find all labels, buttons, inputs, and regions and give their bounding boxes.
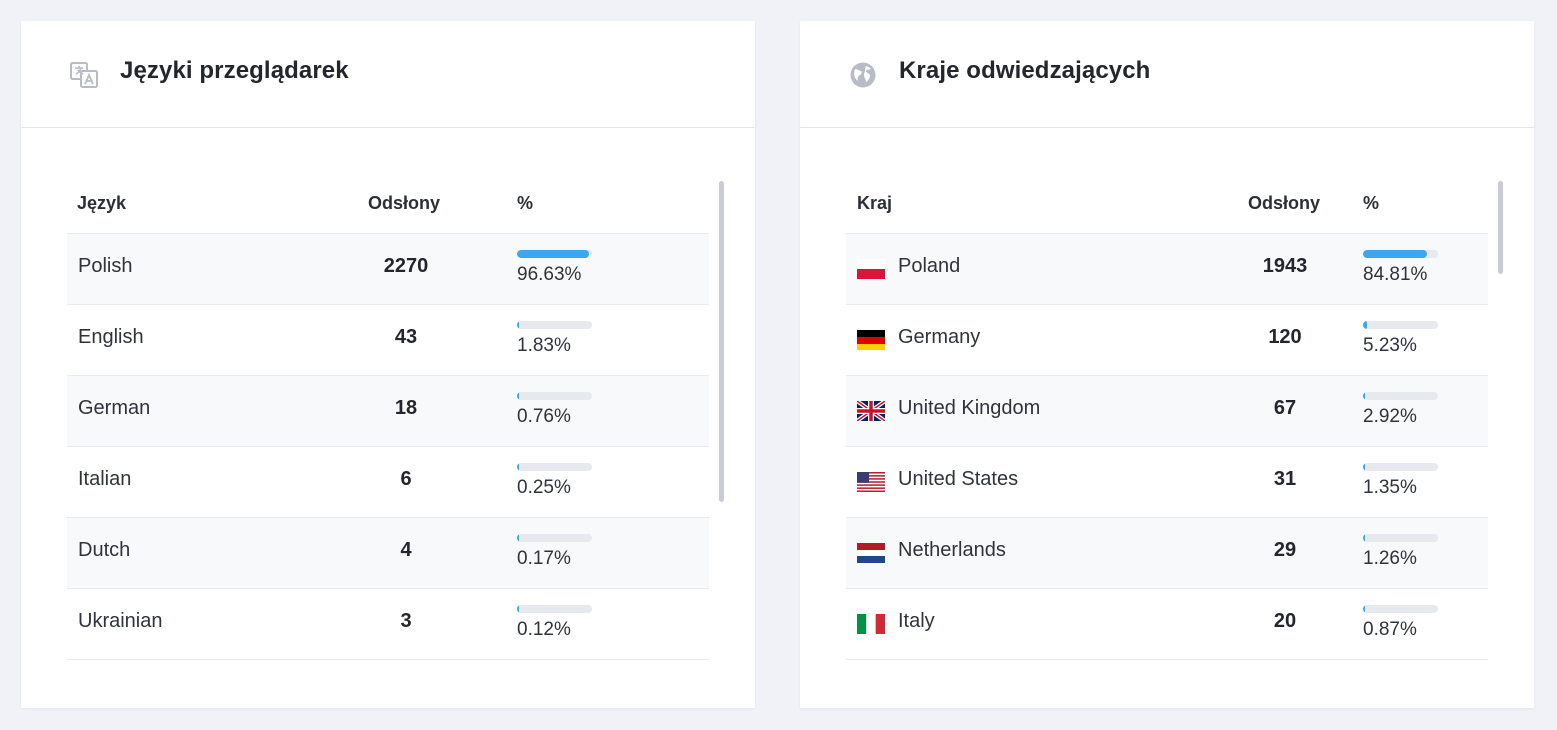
views-count: 43 — [394, 326, 418, 348]
percent-bar-fill — [517, 463, 519, 471]
language-name: Italian — [78, 468, 132, 490]
language-name: Ukrainian — [78, 610, 163, 632]
views-count: 67 — [1273, 397, 1297, 419]
flag-us-icon — [857, 472, 885, 492]
percent-bar — [517, 605, 592, 613]
table-row: Netherlands 29 1.26% — [846, 518, 1488, 589]
percent-value: 5.23% — [1363, 335, 1417, 356]
table-row: United Kingdom 67 2.92% — [846, 376, 1488, 447]
country-name: Italy — [898, 610, 935, 632]
card-title: Języki przeglądarek — [120, 57, 349, 84]
scrollbar[interactable] — [1498, 181, 1503, 274]
percent-bar-fill — [517, 250, 590, 258]
percent-bar — [1363, 534, 1438, 542]
table-row: Italy 20 0.87% — [846, 589, 1488, 660]
table-row: Poland 1943 84.81% — [846, 234, 1488, 305]
percent-value: 84.81% — [1363, 264, 1428, 285]
views-count: 1943 — [1262, 255, 1308, 277]
column-header-language[interactable]: Język — [77, 193, 127, 213]
percent-bar — [1363, 463, 1438, 471]
percent-bar-fill — [1363, 321, 1367, 329]
country-name: United Kingdom — [898, 397, 1041, 419]
column-header-views[interactable]: Odsłony — [368, 193, 441, 213]
views-count: 18 — [394, 397, 418, 419]
percent-bar — [1363, 605, 1438, 613]
country-name: Netherlands — [898, 539, 1006, 561]
percent-bar-fill — [517, 321, 519, 329]
views-count: 2270 — [383, 255, 429, 277]
country-name: Germany — [898, 326, 981, 348]
percent-value: 1.35% — [1363, 477, 1417, 498]
language-name: Dutch — [78, 539, 131, 561]
table-row: Italian 6 0.25% — [67, 447, 709, 518]
percent-value: 1.26% — [1363, 548, 1417, 569]
browser-languages-card: Języki przeglądarek Język Odsłony % Poli… — [21, 21, 755, 708]
language-name: Polish — [78, 255, 133, 277]
column-header-percent[interactable]: % — [517, 193, 534, 213]
percent-bar — [517, 392, 592, 400]
percent-bar — [517, 250, 592, 258]
scrollbar[interactable] — [719, 181, 724, 502]
percent-bar-fill — [1363, 392, 1366, 400]
card-header: Języki przeglądarek — [21, 21, 755, 128]
table-row: Dutch 4 0.17% — [67, 518, 709, 589]
column-header-country[interactable]: Kraj — [857, 193, 893, 213]
table-header: Język Odsłony % — [67, 181, 709, 234]
percent-value: 0.76% — [517, 406, 571, 427]
percent-value: 2.92% — [1363, 406, 1417, 427]
percent-bar-fill — [1363, 534, 1365, 542]
percent-bar-fill — [517, 534, 519, 542]
card-title: Kraje odwiedzających — [899, 57, 1151, 84]
language-name: German — [78, 397, 151, 419]
flag-nl-icon — [857, 543, 885, 563]
country-name: Poland — [898, 255, 961, 277]
column-header-percent[interactable]: % — [1363, 193, 1380, 213]
flag-de-icon — [857, 330, 885, 350]
percent-value: 0.12% — [517, 619, 571, 640]
language-name: English — [78, 326, 144, 348]
percent-bar — [1363, 392, 1438, 400]
languages-table: Język Odsłony % Polish 2270 96.63% English 4… — [67, 181, 709, 660]
table-header: Kraj Odsłony % — [846, 181, 1488, 234]
percent-value: 0.17% — [517, 548, 571, 569]
views-count: 4 — [400, 539, 412, 561]
views-count: 20 — [1273, 610, 1297, 632]
percent-value: 0.87% — [1363, 619, 1417, 640]
percent-bar — [517, 321, 592, 329]
views-count: 29 — [1273, 539, 1297, 561]
table-row: Germany 120 5.23% — [846, 305, 1488, 376]
card-header: Kraje odwiedzających — [800, 21, 1534, 128]
column-header-views[interactable]: Odsłony — [1248, 193, 1321, 213]
table-row: German 18 0.76% — [67, 376, 709, 447]
globe-icon — [850, 62, 876, 88]
percent-bar — [1363, 321, 1438, 329]
views-count: 31 — [1273, 468, 1297, 490]
visitor-countries-card: Kraje odwiedzających Kraj Odsłony % Pola… — [800, 21, 1534, 708]
percent-bar — [517, 534, 592, 542]
views-count: 6 — [400, 468, 412, 490]
table-row: Ukrainian 3 0.12% — [67, 589, 709, 660]
table-row: English 43 1.83% — [67, 305, 709, 376]
percent-bar-fill — [517, 605, 519, 613]
flag-gb-icon — [857, 401, 885, 421]
percent-bar — [517, 463, 592, 471]
views-count: 3 — [400, 610, 412, 632]
countries-table: Kraj Odsłony % Poland 1943 84.81% Germany 12… — [846, 181, 1488, 660]
percent-value: 0.25% — [517, 477, 571, 498]
percent-bar-fill — [1363, 605, 1365, 613]
percent-bar-fill — [517, 392, 519, 400]
flag-pl-icon — [857, 259, 885, 279]
country-name: United States — [898, 468, 1019, 490]
percent-value: 96.63% — [517, 264, 582, 285]
table-row: United States 31 1.35% — [846, 447, 1488, 518]
views-count: 120 — [1268, 326, 1302, 348]
translate-icon — [70, 62, 98, 88]
percent-bar — [1363, 250, 1438, 258]
percent-value: 1.83% — [517, 335, 571, 356]
percent-bar-fill — [1363, 463, 1365, 471]
percent-bar-fill — [1363, 250, 1427, 258]
table-row: Polish 2270 96.63% — [67, 234, 709, 305]
flag-it-icon — [857, 614, 885, 634]
